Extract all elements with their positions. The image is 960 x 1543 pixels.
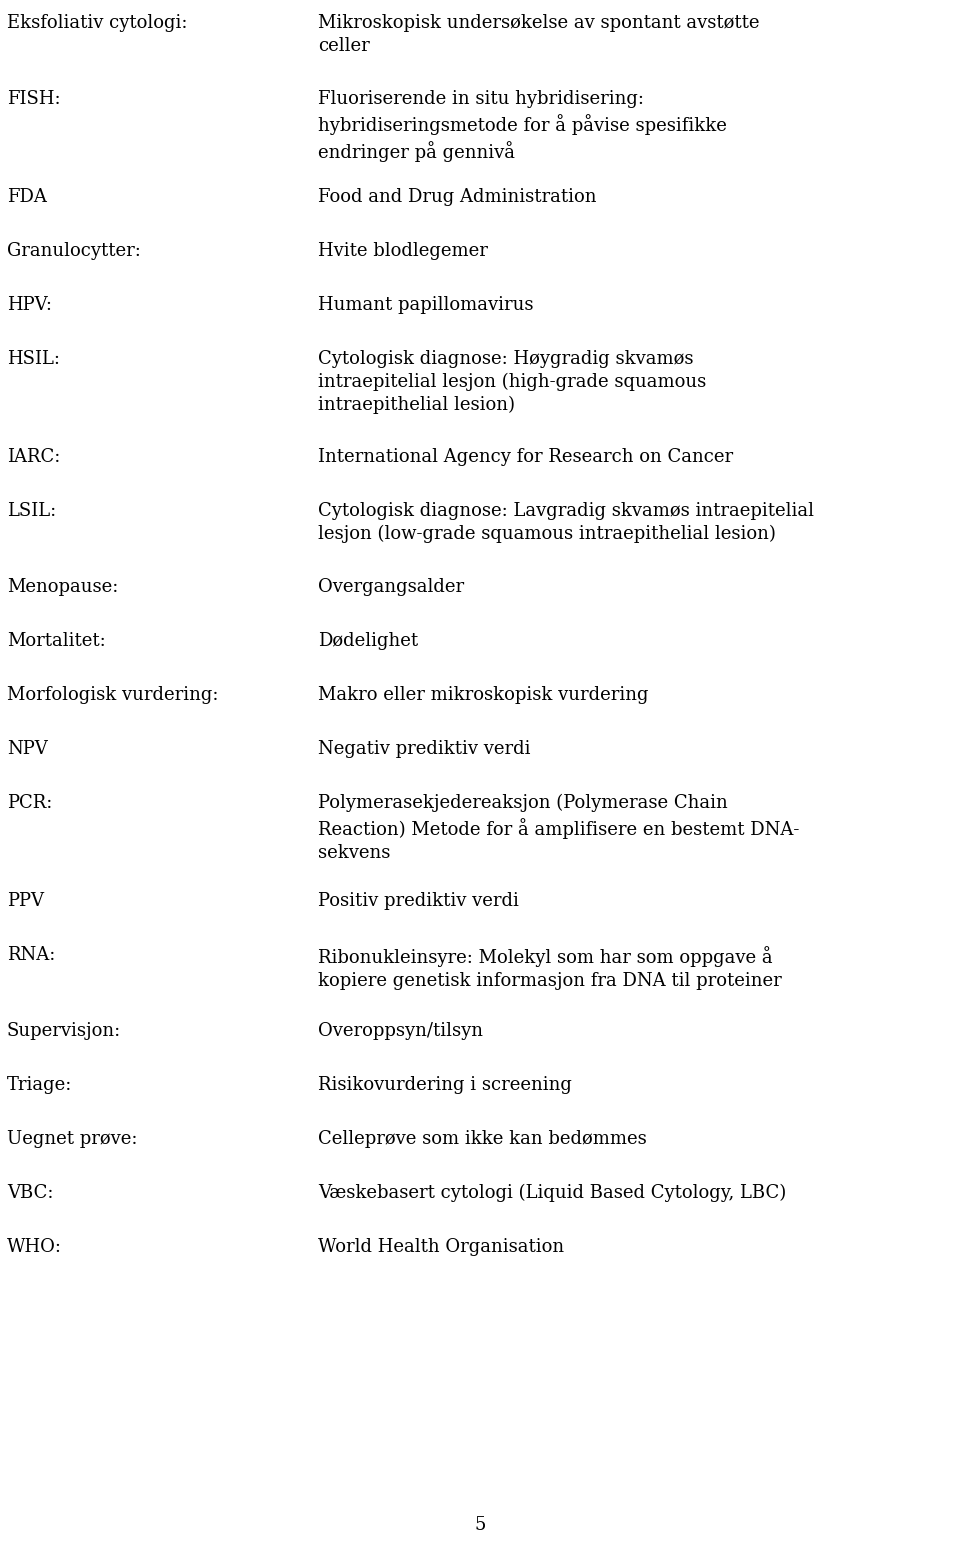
Text: Fluoriserende in situ hybridisering:
hybridiseringsmetode for å påvise spesifikk: Fluoriserende in situ hybridisering: hyb… bbox=[318, 89, 727, 162]
Text: Makro eller mikroskopisk vurdering: Makro eller mikroskopisk vurdering bbox=[318, 687, 649, 704]
Text: Cytologisk diagnose: Høygradig skvamøs
intraepitelial lesjon (high-grade squamou: Cytologisk diagnose: Høygradig skvamøs i… bbox=[318, 350, 707, 415]
Text: NPV: NPV bbox=[7, 741, 48, 758]
Text: Uegnet prøve:: Uegnet prøve: bbox=[7, 1129, 137, 1148]
Text: Morfologisk vurdering:: Morfologisk vurdering: bbox=[7, 687, 219, 704]
Text: HSIL:: HSIL: bbox=[7, 350, 60, 367]
Text: FDA: FDA bbox=[7, 188, 47, 207]
Text: Mortalitet:: Mortalitet: bbox=[7, 633, 106, 650]
Text: HPV:: HPV: bbox=[7, 296, 52, 313]
Text: RNA:: RNA: bbox=[7, 946, 56, 964]
Text: PPV: PPV bbox=[7, 892, 44, 910]
Text: LSIL:: LSIL: bbox=[7, 501, 57, 520]
Text: Granulocytter:: Granulocytter: bbox=[7, 242, 141, 261]
Text: Cytologisk diagnose: Lavgradig skvamøs intraepitelial
lesjon (low-grade squamous: Cytologisk diagnose: Lavgradig skvamøs i… bbox=[318, 501, 814, 543]
Text: Negativ prediktiv verdi: Negativ prediktiv verdi bbox=[318, 741, 531, 758]
Text: Risikovurdering i screening: Risikovurdering i screening bbox=[318, 1075, 572, 1094]
Text: Celleprøve som ikke kan bedømmes: Celleprøve som ikke kan bedømmes bbox=[318, 1129, 647, 1148]
Text: Menopause:: Menopause: bbox=[7, 579, 118, 596]
Text: FISH:: FISH: bbox=[7, 89, 60, 108]
Text: International Agency for Research on Cancer: International Agency for Research on Can… bbox=[318, 447, 733, 466]
Text: Dødelighet: Dødelighet bbox=[318, 633, 419, 650]
Text: 5: 5 bbox=[474, 1517, 486, 1534]
Text: Eksfoliativ cytologi:: Eksfoliativ cytologi: bbox=[7, 14, 187, 32]
Text: World Health Organisation: World Health Organisation bbox=[318, 1237, 564, 1256]
Text: WHO:: WHO: bbox=[7, 1237, 62, 1256]
Text: Væskebasert cytologi (Liquid Based Cytology, LBC): Væskebasert cytologi (Liquid Based Cytol… bbox=[318, 1183, 786, 1202]
Text: PCR:: PCR: bbox=[7, 795, 53, 812]
Text: Overgangsalder: Overgangsalder bbox=[318, 579, 464, 596]
Text: Ribonukleinsyre: Molekyl som har som oppgave å
kopiere genetisk informasjon fra : Ribonukleinsyre: Molekyl som har som opp… bbox=[318, 946, 781, 991]
Text: VBC:: VBC: bbox=[7, 1183, 54, 1202]
Text: Triage:: Triage: bbox=[7, 1075, 72, 1094]
Text: Positiv prediktiv verdi: Positiv prediktiv verdi bbox=[318, 892, 518, 910]
Text: Food and Drug Administration: Food and Drug Administration bbox=[318, 188, 596, 207]
Text: Supervisjon:: Supervisjon: bbox=[7, 1021, 121, 1040]
Text: Hvite blodlegemer: Hvite blodlegemer bbox=[318, 242, 488, 261]
Text: Polymerasekjedereaksjon (Polymerase Chain
Reaction) Metode for å amplifisere en : Polymerasekjedereaksjon (Polymerase Chai… bbox=[318, 795, 800, 863]
Text: IARC:: IARC: bbox=[7, 447, 60, 466]
Text: Mikroskopisk undersøkelse av spontant avstøtte
celler: Mikroskopisk undersøkelse av spontant av… bbox=[318, 14, 759, 56]
Text: Humant papillomavirus: Humant papillomavirus bbox=[318, 296, 534, 313]
Text: Overoppsyn/tilsyn: Overoppsyn/tilsyn bbox=[318, 1021, 483, 1040]
